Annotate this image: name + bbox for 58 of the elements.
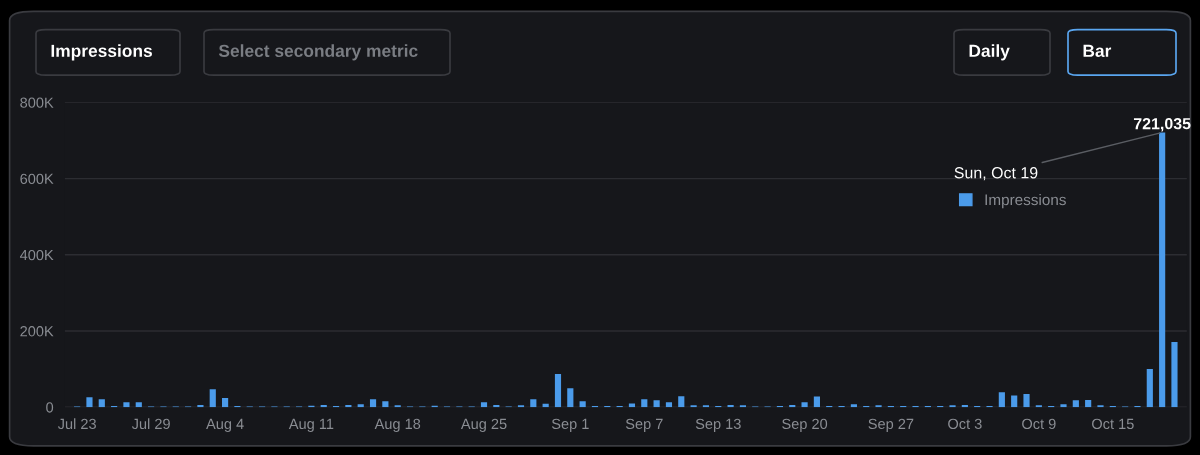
bar [480, 402, 488, 408]
y-tick-label: 800K [20, 97, 54, 108]
y-tick-label: 400K [19, 249, 54, 261]
x-tick-label: Oct 9 [1022, 418, 1056, 430]
bar [628, 403, 636, 408]
x-tick-label: Jul 23 [57, 418, 96, 430]
bar [1146, 369, 1153, 408]
x-tick-label: Sep 20 [782, 418, 828, 432]
bar [567, 388, 574, 408]
bar [850, 404, 857, 408]
bar [801, 402, 808, 408]
text: Select secondary metric [218, 44, 418, 61]
bar [998, 392, 1005, 408]
y-tick-label: 600K [20, 173, 54, 185]
bar [641, 399, 648, 408]
bar [369, 399, 377, 408]
x-tick-label: Aug 4 [206, 418, 244, 432]
x-tick-label: Sep 7 [625, 418, 663, 432]
data-label: 721,035 [1133, 118, 1191, 132]
bar [813, 396, 820, 408]
legend-label: Impressions [985, 193, 1066, 209]
bar [530, 399, 537, 408]
bar [86, 397, 93, 408]
bar [1085, 399, 1092, 408]
x-tick-label: Sep 1 [551, 418, 589, 432]
x-tick-label: Sep 27 [868, 418, 914, 432]
text: Impressions [51, 44, 152, 61]
bar [222, 398, 229, 408]
bar [1072, 400, 1079, 408]
bar [1011, 395, 1018, 408]
bar [382, 401, 389, 408]
y-tick-label: 200K [20, 326, 54, 337]
bar [98, 399, 105, 408]
x-tick-label: Aug 11 [288, 418, 334, 432]
bar [123, 402, 130, 408]
bar [135, 402, 142, 408]
x-tick-label: Aug 25 [460, 418, 507, 432]
x-tick-label: Oct 15 [1092, 418, 1134, 430]
text: Daily [969, 44, 1010, 61]
bar [665, 402, 673, 408]
bar [1159, 132, 1166, 408]
bar [1023, 393, 1030, 408]
x-tick-label: Sep 13 [695, 418, 741, 432]
bar [554, 374, 562, 408]
x-tick-label: Aug 18 [374, 418, 421, 432]
bar [678, 396, 685, 408]
bar [357, 404, 364, 408]
bar [197, 404, 204, 408]
bar [1060, 404, 1067, 408]
x-tick-label: Jul 29 [131, 418, 170, 430]
bar [653, 400, 660, 408]
annotation: Sun, Oct 19 [954, 167, 1038, 181]
bar [579, 401, 586, 408]
x-tick-label: Oct 3 [948, 418, 982, 430]
bar [209, 389, 216, 408]
y-tick-label: 0 [46, 402, 54, 413]
bar [1171, 342, 1178, 408]
text: Bar [1083, 44, 1112, 57]
